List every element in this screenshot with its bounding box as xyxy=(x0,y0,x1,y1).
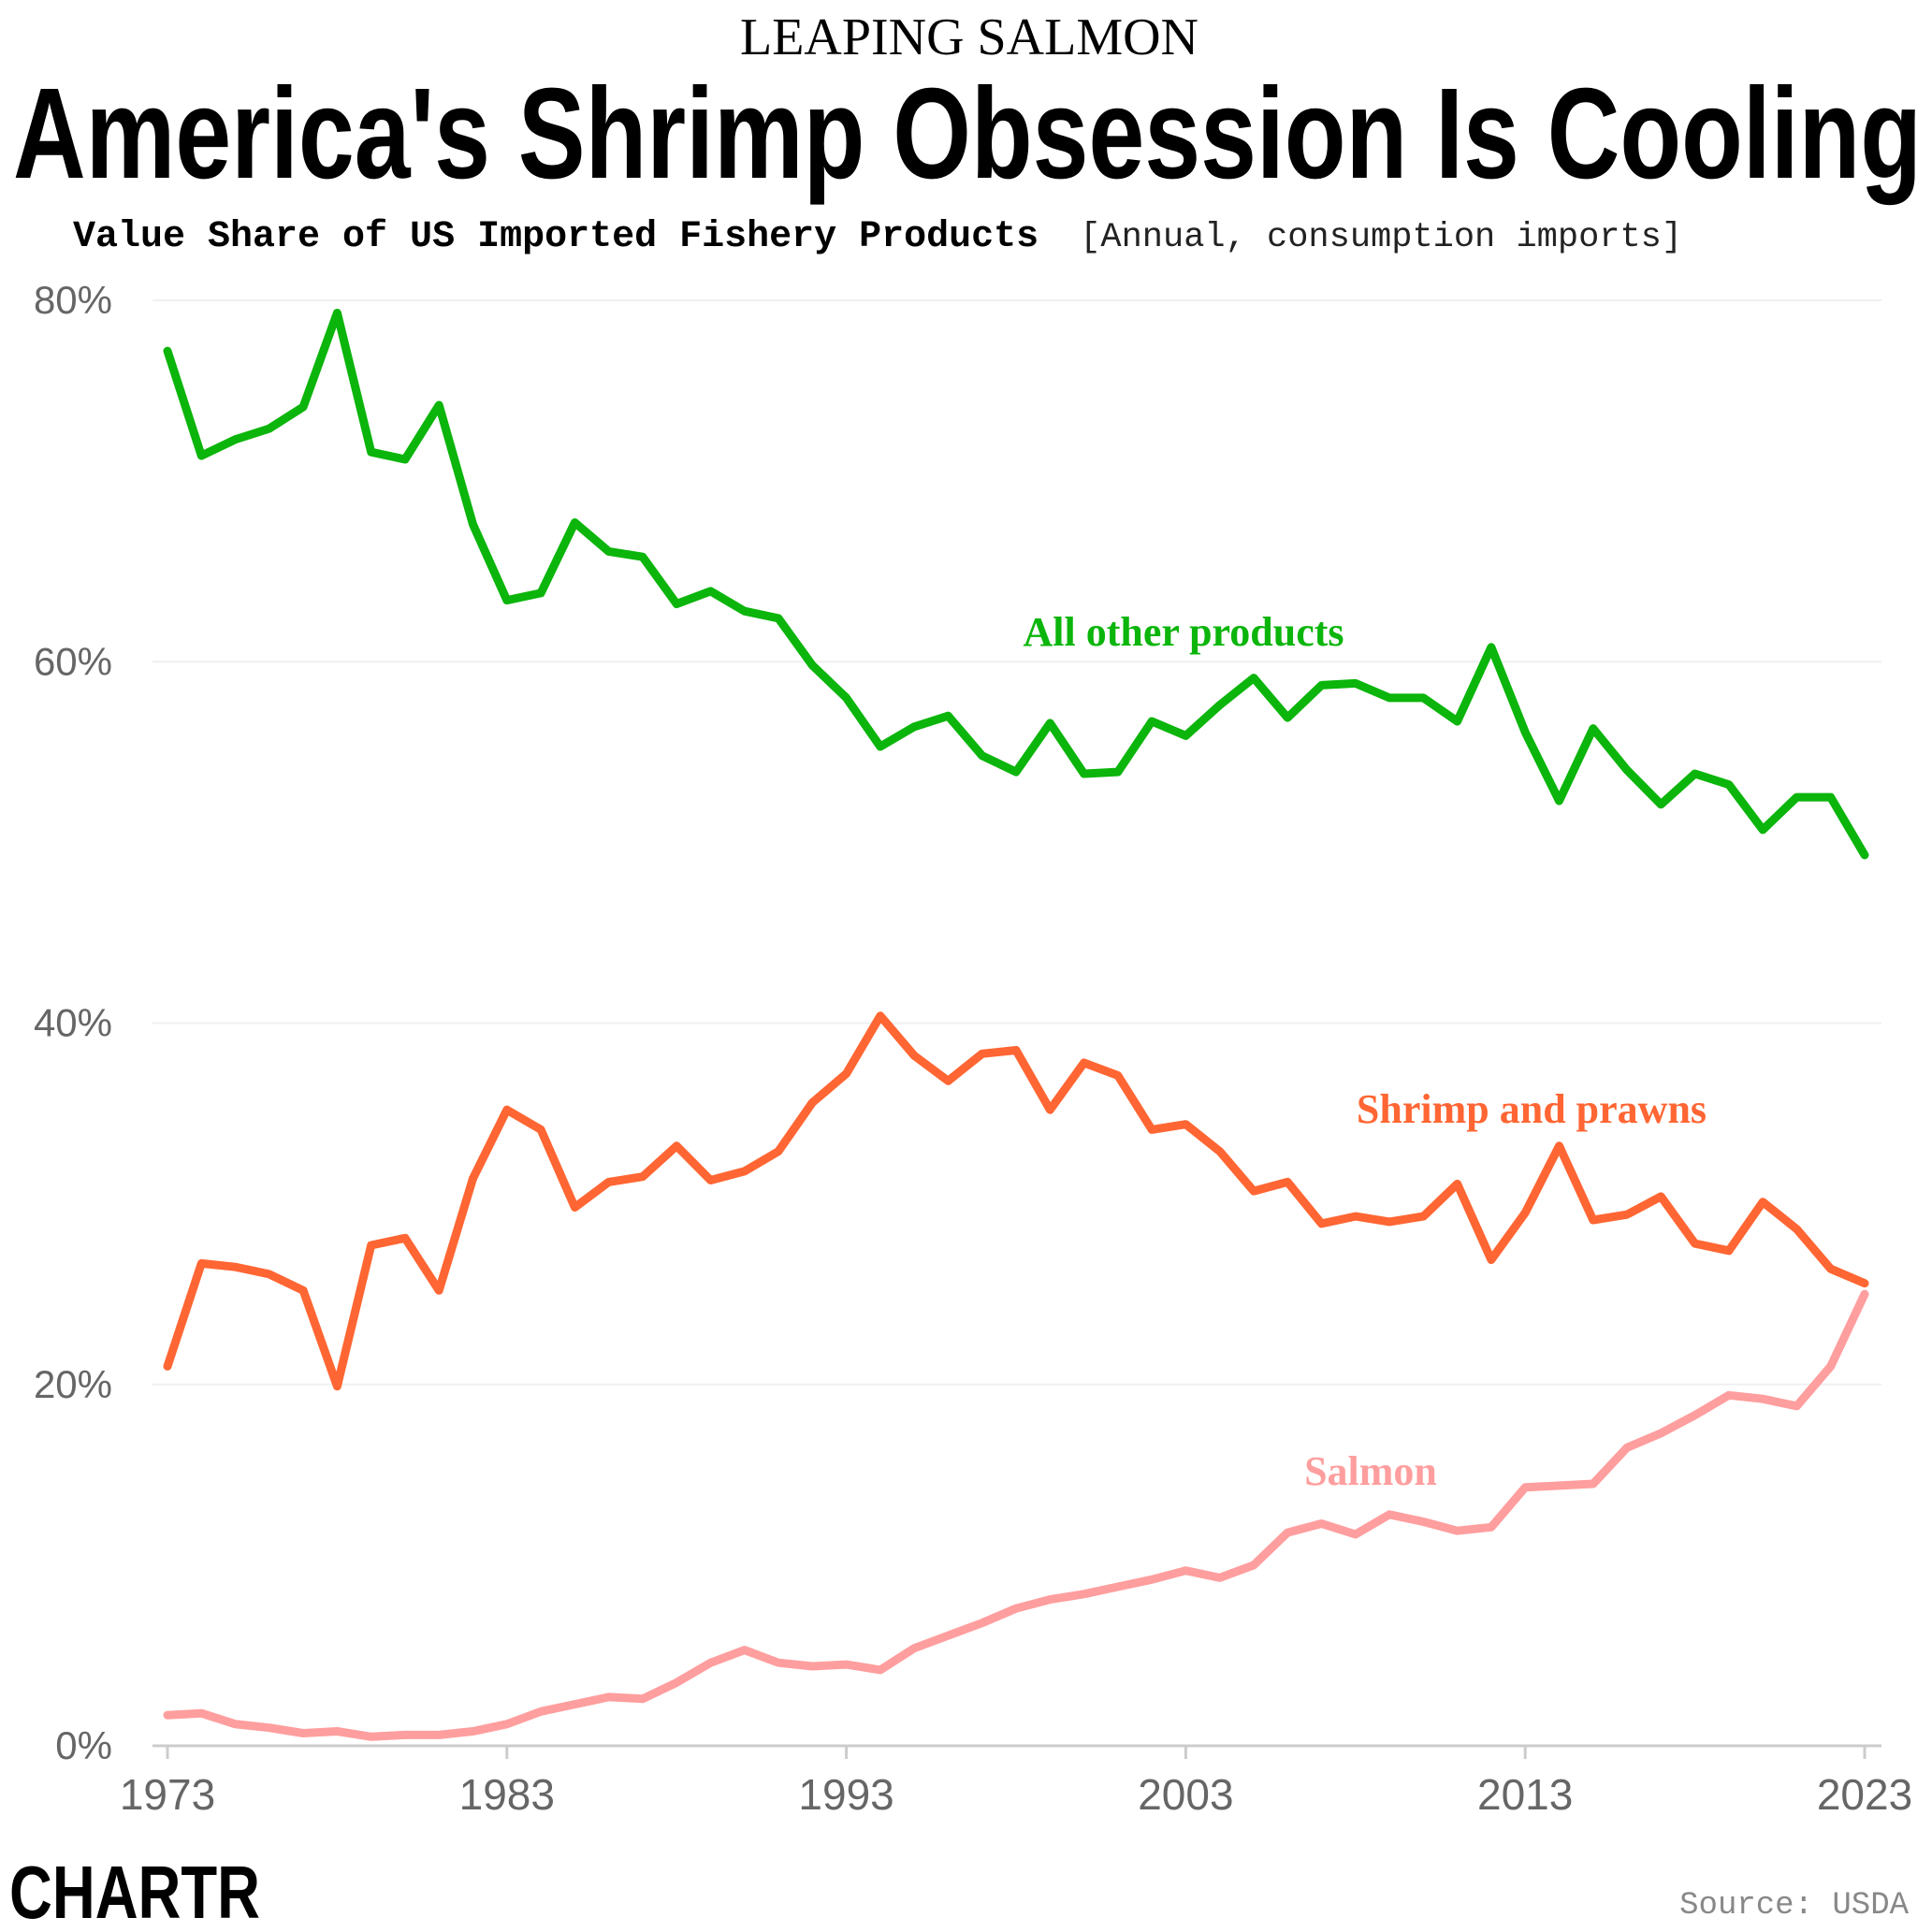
series-label: Shrimp and prawns xyxy=(1357,1086,1707,1132)
source: Source: USDA xyxy=(1679,1888,1909,1924)
logo: CHARTR xyxy=(9,1851,260,1932)
subtitle-bold: Value Share of US Imported Fishery Produ… xyxy=(73,216,1039,258)
series-labels: All other products Shrimp and prawns Salmo… xyxy=(1023,609,1707,1494)
x-tick-label: 1973 xyxy=(120,1770,215,1819)
y-tick-label: 60% xyxy=(34,639,112,683)
series-line-all-other-products xyxy=(163,309,1869,860)
x-tick-label: 2023 xyxy=(1817,1770,1912,1819)
x-tick-label: 1993 xyxy=(798,1770,893,1819)
y-tick-label: 20% xyxy=(34,1362,112,1406)
series-label: Salmon xyxy=(1304,1448,1437,1494)
series-lines xyxy=(163,309,1869,1741)
x-tick-label: 2003 xyxy=(1138,1770,1233,1819)
x-axis: 1973 1983 1993 2003 2013 2023 xyxy=(120,1744,1912,1819)
y-tick-label: 0% xyxy=(55,1723,112,1767)
series-line-salmon xyxy=(163,1289,1869,1741)
y-axis: 0% 20% 40% 60% 80% xyxy=(34,278,112,1767)
x-tick-label: 1983 xyxy=(459,1770,555,1819)
y-tick-label: 80% xyxy=(34,278,112,322)
subtitle-note: [Annual, consumption imports] xyxy=(1080,218,1682,257)
chart-title: America's Shrimp Obsession Is Cooling xyxy=(13,62,1922,206)
series-label: All other products xyxy=(1023,609,1344,655)
kicker: LEAPING SALMON xyxy=(740,8,1198,66)
x-tick-label: 2013 xyxy=(1477,1770,1573,1819)
y-tick-label: 40% xyxy=(34,1001,112,1045)
gridlines xyxy=(153,299,1881,1386)
subtitle: Value Share of US Imported Fishery Produ… xyxy=(73,216,1682,258)
series-line-shrimp-and-prawns xyxy=(163,1011,1869,1391)
